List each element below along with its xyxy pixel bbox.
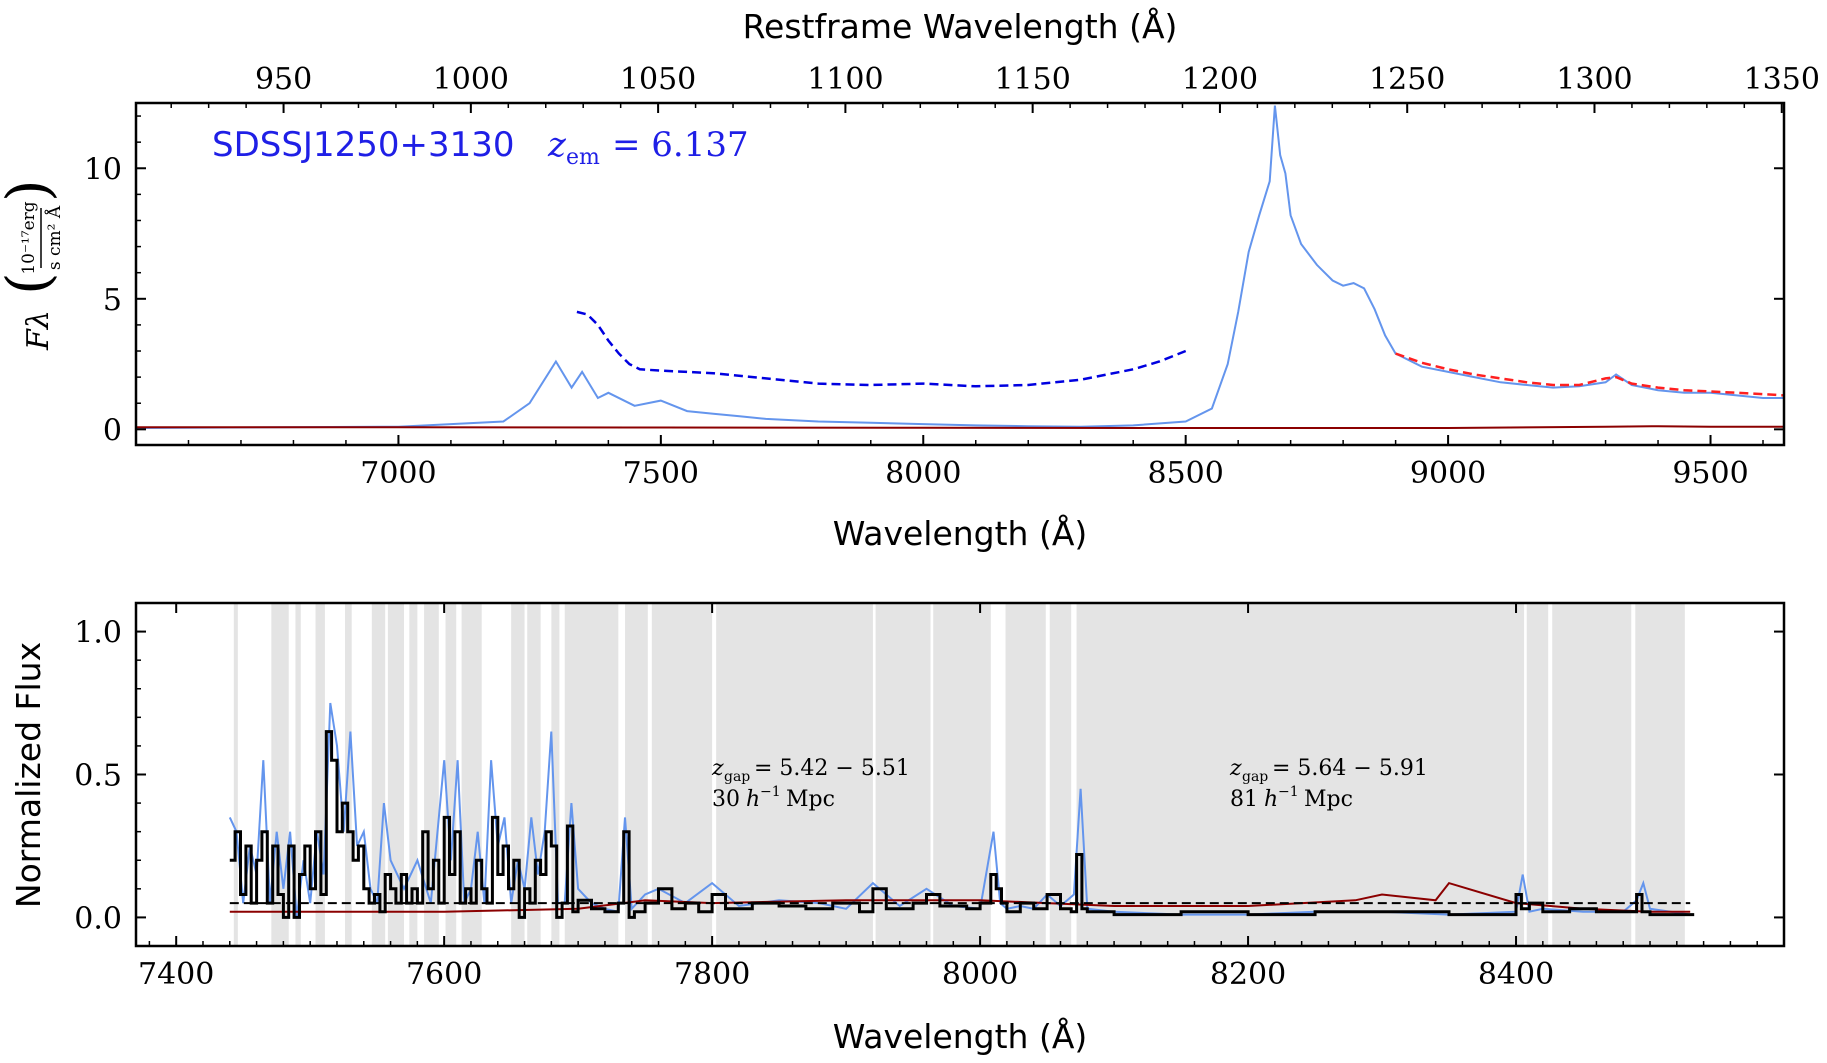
top-ytick-label: 0 [103, 413, 122, 448]
top-yaxis-title: Fλ ( 10⁻¹⁷erg s cm² Å ) [0, 179, 65, 351]
top-series-continuum-prediction [576, 310, 1187, 388]
svg-text:z: z [711, 756, 724, 781]
top-secondary-xtick-label: 1300 [1556, 62, 1632, 97]
top-xtick-label: 7000 [360, 456, 436, 491]
svg-text:= 5.64 − 5.91: = 5.64 − 5.91 [1272, 756, 1428, 781]
svg-text:30: 30 [712, 787, 740, 812]
bottom-series-binned [229, 730, 1695, 919]
svg-text:Fλ: Fλ [21, 310, 56, 351]
bottom-ytick-label: 0.5 [74, 759, 122, 794]
top-secondary-xtick-label: 1250 [1369, 62, 1445, 97]
gap-annotation-1: z gap = 5.42 − 5.51 30 h −1 Mpc [711, 756, 910, 812]
gap-shaded-region [551, 603, 560, 946]
bottom-xaxis-title: Wavelength (Å) [833, 1016, 1088, 1056]
top-object-label: SDSSJ1250+3130 [212, 125, 515, 165]
bottom-ytick-label: 0.0 [74, 901, 122, 936]
bottom-xtick-label: 8400 [1478, 957, 1554, 992]
top-redshift-value: = 6.137 [612, 125, 749, 165]
gap-shaded-region [445, 603, 457, 946]
top-xaxis-title: Wavelength (Å) [833, 513, 1088, 553]
gap-shaded-region [315, 603, 325, 946]
gap-shaded-region [371, 603, 386, 946]
top-series-continuum-fit [1395, 352, 1784, 397]
svg-text:gap: gap [724, 769, 750, 785]
svg-text:z: z [1229, 756, 1242, 781]
bottom-xtick-label: 7600 [406, 957, 482, 992]
top-ytick-label: 5 [103, 283, 122, 318]
top-xtick-label: 9000 [1410, 456, 1486, 491]
gap-shaded-region [651, 603, 713, 946]
bottom-xtick-label: 7400 [138, 957, 214, 992]
top-series-spectrum [136, 105, 1784, 429]
gap-shaded-region [271, 603, 289, 946]
top-xtick-label: 7500 [623, 456, 699, 491]
svg-text:−1: −1 [1278, 784, 1299, 800]
svg-text:s cm² Å: s cm² Å [44, 205, 65, 270]
gap-shaded-region [1076, 603, 1525, 946]
gap-shaded-region [716, 603, 873, 946]
top-redshift-subscript: em [566, 145, 600, 170]
gap-shaded-regions [233, 603, 1685, 946]
top-secondary-xtick-label: 1100 [807, 62, 883, 97]
gap-shaded-region [295, 603, 301, 946]
gap-shaded-region [1552, 603, 1632, 946]
gap-shaded-region [1049, 603, 1072, 946]
top-series-noise [136, 425, 1784, 429]
top-secondary-xtick-label: 1200 [1182, 62, 1258, 97]
top-redshift-symbol: z [547, 125, 567, 165]
svg-text:): ) [0, 179, 62, 202]
top-plot-frame [134, 101, 1786, 447]
svg-text:10⁻¹⁷erg: 10⁻¹⁷erg [19, 201, 39, 274]
svg-text:gap: gap [1242, 769, 1268, 785]
top-spectrum-panel: 7000 7500 8000 8500 9000 9500 0 5 10 950 1000 1050 1… [0, 6, 1820, 553]
gap-shaded-region [409, 603, 418, 946]
svg-text:h: h [1264, 787, 1278, 812]
top-secondary-xtick-label: 1350 [1744, 62, 1820, 97]
bottom-normalized-panel: 7400 7600 7800 8000 8200 8400 0.0 0.5 1.0 z gap … [9, 601, 1786, 1056]
top-xtick-label: 9500 [1672, 456, 1748, 491]
svg-text:Mpc: Mpc [786, 787, 835, 812]
svg-text:81: 81 [1230, 787, 1258, 812]
gap-shaded-region [1635, 603, 1685, 946]
gap-shaded-region [933, 603, 991, 946]
top-xtick-label: 8000 [885, 456, 961, 491]
top-series-group [136, 105, 1784, 429]
bottom-xtick-label: 8200 [1210, 957, 1286, 992]
gap-annotation-2: z gap = 5.64 − 5.91 81 h −1 Mpc [1229, 756, 1428, 812]
bottom-yaxis-title: Normalized Flux [9, 642, 48, 908]
bottom-xtick-label: 7800 [674, 957, 750, 992]
svg-text:(: ( [0, 272, 62, 295]
top-secondary-xtick-label: 1150 [994, 62, 1070, 97]
top-secondary-xaxis-title: Restframe Wavelength (Å) [743, 6, 1178, 46]
svg-text:= 5.42 − 5.51: = 5.42 − 5.51 [754, 756, 910, 781]
top-secondary-xtick-label: 1000 [433, 62, 509, 97]
svg-text:−1: −1 [760, 784, 781, 800]
top-secondary-xtick-label: 950 [255, 62, 312, 97]
gap-shaded-region [1526, 603, 1549, 946]
bottom-series-noise [229, 881, 1691, 913]
top-xtick-label: 8500 [1148, 456, 1224, 491]
svg-text:Mpc: Mpc [1304, 787, 1353, 812]
svg-text:h: h [746, 787, 760, 812]
bottom-ytick-label: 1.0 [74, 616, 122, 651]
bottom-series-group [228, 702, 1695, 919]
top-secondary-xtick-label: 1050 [620, 62, 696, 97]
gap-shaded-region [1005, 603, 1046, 946]
gap-shaded-region [387, 603, 404, 946]
top-axis-ticks: 7000 7500 8000 8500 9000 9500 0 5 10 950 1000 1050 1… [84, 62, 1820, 491]
bottom-axis-ticks: 7400 7600 7800 8000 8200 8400 0.0 0.5 1.0 [74, 602, 1784, 992]
gap-shaded-region [233, 603, 238, 946]
gap-shaded-region [625, 603, 648, 946]
bottom-xtick-label: 8000 [942, 957, 1018, 992]
top-ytick-label: 10 [84, 152, 122, 187]
